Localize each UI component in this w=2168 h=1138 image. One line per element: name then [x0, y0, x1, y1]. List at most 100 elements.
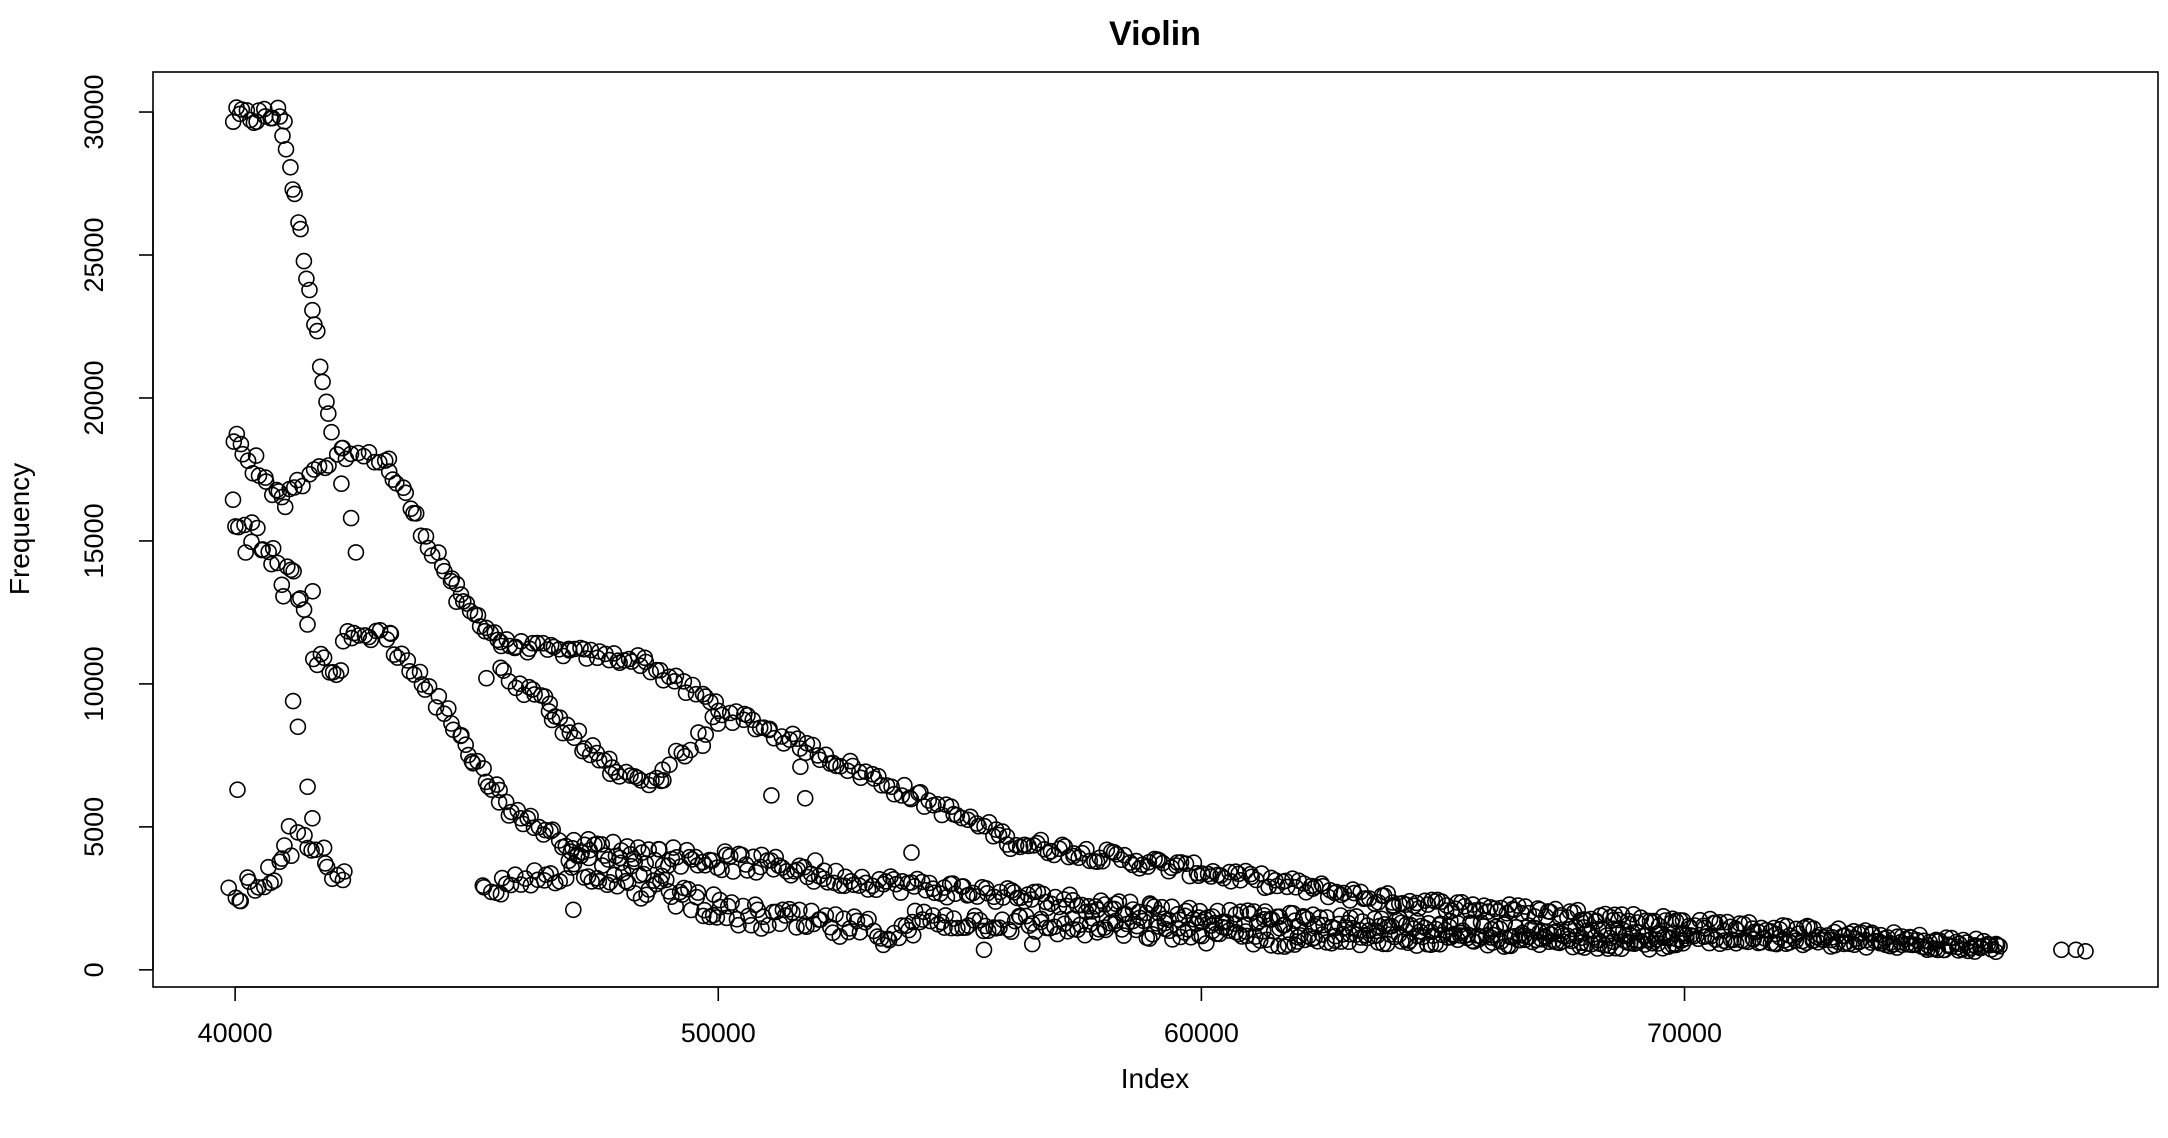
data-point — [1408, 927, 1426, 945]
data-point — [362, 631, 380, 649]
data-point — [629, 839, 647, 856]
data-point — [490, 794, 508, 811]
data-point — [1346, 884, 1363, 902]
y-tick-label: 20000 — [79, 360, 109, 435]
data-point — [942, 798, 960, 816]
data-point — [255, 100, 273, 118]
data-point — [477, 619, 495, 637]
data-point — [1840, 935, 1858, 953]
data-point — [1715, 932, 1733, 950]
data-point — [578, 650, 595, 667]
y-tick-label: 25000 — [79, 217, 109, 292]
data-point — [664, 839, 682, 856]
data-point — [657, 871, 675, 889]
data-point — [1232, 903, 1250, 921]
data-point — [632, 890, 650, 907]
data-point — [1313, 875, 1330, 893]
data-point — [334, 871, 352, 889]
data-point — [697, 726, 715, 743]
data-point — [285, 562, 302, 580]
data-point — [1230, 865, 1247, 883]
data-point — [1881, 937, 1899, 955]
data-point — [1972, 939, 1989, 957]
data-point — [307, 841, 324, 859]
data-point — [289, 718, 307, 736]
data-point — [333, 439, 351, 457]
data-point — [1065, 845, 1083, 862]
data-point — [564, 901, 582, 919]
data-point — [1124, 912, 1141, 930]
data-point — [1745, 931, 1762, 948]
data-point — [492, 659, 509, 677]
data-point — [926, 884, 943, 902]
data-point — [987, 893, 1004, 910]
data-point — [697, 688, 714, 705]
data-point — [998, 828, 1016, 845]
data-point — [1917, 939, 1934, 956]
data-point — [243, 533, 260, 551]
data-point — [1255, 907, 1273, 924]
data-point — [655, 772, 672, 789]
data-point — [944, 875, 962, 892]
data-point — [280, 817, 298, 835]
data-point — [784, 725, 802, 743]
y-axis: 0 5000 10000 15000 20000 25000 30000 — [79, 74, 154, 977]
data-point — [848, 912, 866, 930]
data-point — [495, 662, 512, 679]
data-point — [1268, 877, 1286, 895]
data-point — [557, 870, 575, 887]
data-point — [1496, 914, 1513, 932]
data-point — [593, 857, 611, 874]
data-point — [273, 850, 291, 867]
data-point — [590, 751, 608, 769]
data-point — [869, 767, 887, 785]
data-point — [225, 433, 243, 450]
data-point — [324, 663, 342, 681]
data-point — [1286, 936, 1303, 953]
data-point — [747, 864, 765, 881]
data-point — [243, 514, 261, 531]
data-point — [382, 625, 400, 643]
data-point — [315, 649, 333, 667]
data-point — [637, 653, 655, 671]
data-point — [461, 602, 479, 620]
data-point — [903, 844, 920, 861]
data-point — [648, 769, 665, 787]
data-point — [276, 498, 294, 516]
data-point — [310, 458, 328, 475]
y-tick-label: 5000 — [79, 797, 109, 857]
data-point — [430, 687, 448, 705]
data-point — [788, 919, 805, 936]
data-point — [1000, 921, 1018, 938]
data-point — [497, 793, 515, 811]
data-point — [502, 876, 520, 894]
data-point — [904, 913, 921, 931]
data-point — [735, 711, 753, 729]
data-point — [584, 737, 602, 754]
data-point — [1711, 913, 1728, 931]
data-point — [1233, 928, 1251, 945]
data-point — [296, 826, 313, 844]
data-point — [599, 851, 617, 868]
data-point — [269, 554, 286, 572]
data-point — [542, 636, 560, 654]
data-point — [312, 645, 330, 663]
data-point — [1632, 932, 1649, 950]
data-point — [651, 661, 669, 679]
data-point — [572, 847, 590, 865]
data-point — [576, 740, 593, 757]
data-point — [249, 519, 266, 537]
data-point — [1673, 932, 1690, 949]
data-point — [885, 785, 903, 803]
data-point — [1255, 910, 1273, 928]
data-point — [580, 849, 598, 867]
data-point — [824, 754, 842, 772]
data-point — [827, 906, 844, 923]
data-point — [1552, 906, 1570, 924]
data-point — [738, 862, 756, 879]
data-point — [295, 252, 313, 270]
data-point — [924, 907, 942, 924]
data-point — [1110, 893, 1128, 910]
data-point — [579, 868, 597, 885]
data-point — [299, 839, 316, 857]
